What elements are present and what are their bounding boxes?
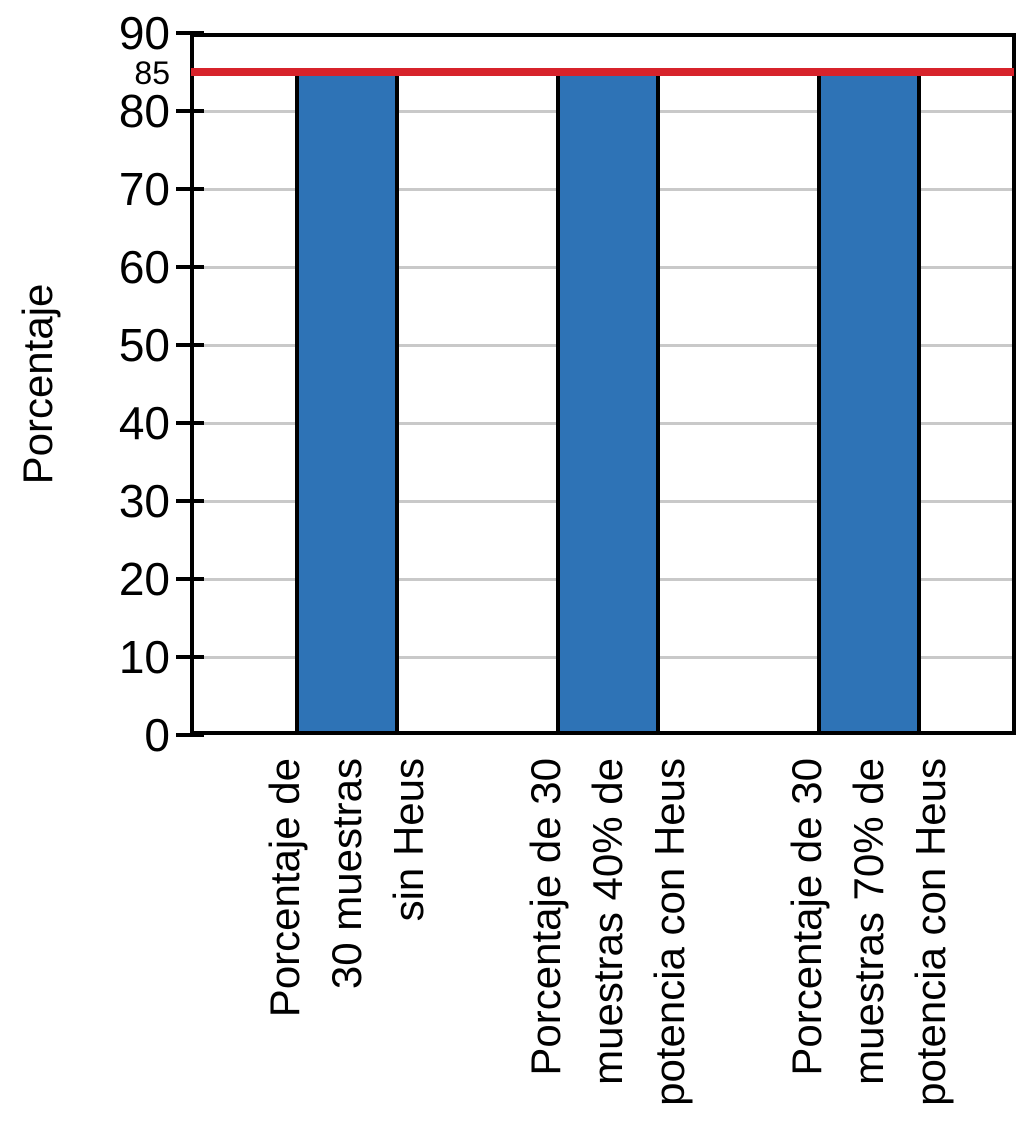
y-axis-tick bbox=[176, 265, 204, 269]
y-tick-label: 10 bbox=[118, 631, 170, 683]
y-axis-tick bbox=[176, 109, 204, 113]
bar bbox=[556, 72, 660, 735]
reference-line bbox=[191, 68, 1014, 76]
y-tick-label: 20 bbox=[118, 553, 170, 605]
y-tick-label: 70 bbox=[118, 163, 170, 215]
y-tick-label: 30 bbox=[118, 475, 170, 527]
y-axis-tick bbox=[176, 655, 204, 659]
y-tick-label: 60 bbox=[118, 241, 170, 293]
y-tick-label: 90 bbox=[118, 7, 170, 59]
y-tick-label: 40 bbox=[118, 397, 170, 449]
x-category-label: Porcentaje de 30 muestras 70% de potenci… bbox=[776, 758, 962, 1141]
x-category-label: Porcentaje de 30 muestras sin Heus bbox=[254, 758, 440, 1141]
y-axis-tick bbox=[176, 343, 204, 347]
x-category-label-text: Porcentaje de 30 muestras 70% de potenci… bbox=[783, 758, 954, 1106]
y-axis-tick bbox=[176, 577, 204, 581]
y-tick-label: 80 bbox=[118, 85, 170, 137]
x-category-label-text: Porcentaje de 30 muestras sin Heus bbox=[261, 758, 432, 1018]
reference-line-label: 85 bbox=[134, 55, 170, 91]
y-axis-tick bbox=[176, 733, 204, 737]
y-axis-tick bbox=[176, 187, 204, 191]
bar bbox=[817, 72, 921, 735]
y-axis-tick bbox=[176, 499, 204, 503]
y-axis-tick bbox=[176, 421, 204, 425]
y-tick-label: 50 bbox=[118, 319, 170, 371]
y-tick-label: 0 bbox=[144, 709, 170, 761]
bar bbox=[295, 72, 399, 735]
x-category-label: Porcentaje de 30 muestras 40% de potenci… bbox=[515, 758, 701, 1141]
x-category-label-text: Porcentaje de 30 muestras 40% de potenci… bbox=[522, 758, 693, 1106]
y-axis-tick bbox=[176, 31, 204, 35]
